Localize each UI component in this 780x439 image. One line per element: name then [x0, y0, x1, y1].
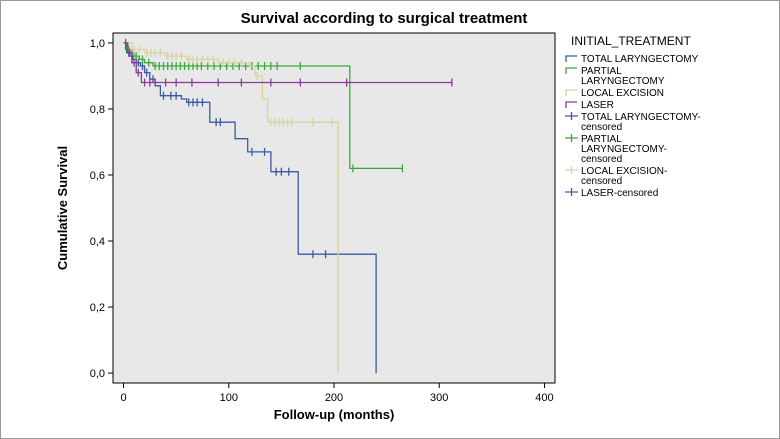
legend-entry: TOTAL LARYNGECTOMY — [565, 54, 699, 65]
x-tick-label: 300 — [430, 392, 448, 404]
y-tick-label: 0,8 — [90, 104, 105, 116]
legend-label: censored — [581, 122, 622, 133]
legend-entry: LASER-censored — [565, 188, 658, 199]
legend-label: LOCAL EXCISION — [581, 88, 664, 99]
legend-swatch-line — [565, 55, 577, 62]
legend-label: censored — [581, 154, 622, 165]
series-laser — [123, 38, 453, 87]
legend-swatch-censor — [565, 134, 578, 142]
y-tick-label: 0,0 — [90, 368, 105, 380]
survival-line — [123, 42, 377, 374]
y-tick-label: 0,4 — [90, 236, 105, 248]
legend-swatch-line — [565, 101, 577, 108]
legend-swatch-censor — [565, 188, 578, 196]
y-tick-label: 0,2 — [90, 302, 105, 314]
legend-label: censored — [581, 176, 622, 187]
x-tick-label: 200 — [325, 392, 343, 404]
legend-entry: LASER — [565, 100, 614, 111]
x-tick-label: 100 — [220, 392, 238, 404]
legend-label: LARYNGECTOMY — [581, 76, 665, 87]
series-layer — [123, 38, 453, 374]
legend-entry: TOTAL LARYNGECTOMY-censored — [565, 112, 701, 133]
legend-label: TOTAL LARYNGECTOMY- — [581, 112, 701, 123]
legend-label: LOCAL EXCISION- — [581, 166, 667, 177]
legend-label: PARTIAL — [581, 134, 622, 145]
legend-label: LASER — [581, 100, 614, 111]
x-tick-label: 400 — [535, 392, 553, 404]
plot-area — [112, 32, 556, 384]
legend-swatch-line — [565, 89, 577, 96]
x-axis-label: Follow-up (months) — [274, 407, 395, 422]
series-local-excision — [123, 42, 339, 374]
legend-label: LARYNGECTOMY- — [581, 144, 667, 155]
chart-title: Survival according to surgical treatment — [241, 10, 528, 27]
legend-swatch-censor — [565, 166, 578, 174]
y-axis-label: Cumulative Survival — [55, 146, 70, 270]
legend-swatch-censor — [565, 112, 578, 120]
axes: 0,0 0,2 0,4 0,6 0,8 1,0 0 100 200 300 400 — [90, 38, 554, 404]
legend-label: LASER-censored — [581, 188, 658, 199]
legend-label: TOTAL LARYNGECTOMY — [581, 54, 699, 65]
legend-label: PARTIAL — [581, 66, 622, 77]
y-tick-label: 1,0 — [90, 38, 105, 50]
legend-entry: LOCAL EXCISION — [565, 88, 664, 99]
legend: INITIAL_TREATMENT TOTAL LARYNGECTOMYPART… — [565, 34, 701, 199]
y-tick-label: 0,6 — [90, 170, 105, 182]
survival-line — [123, 42, 339, 374]
legend-swatch-line — [565, 67, 577, 74]
legend-title: INITIAL_TREATMENT — [571, 34, 691, 48]
x-tick-label: 0 — [120, 392, 126, 404]
legend-entry: LOCAL EXCISION-censored — [565, 166, 667, 187]
